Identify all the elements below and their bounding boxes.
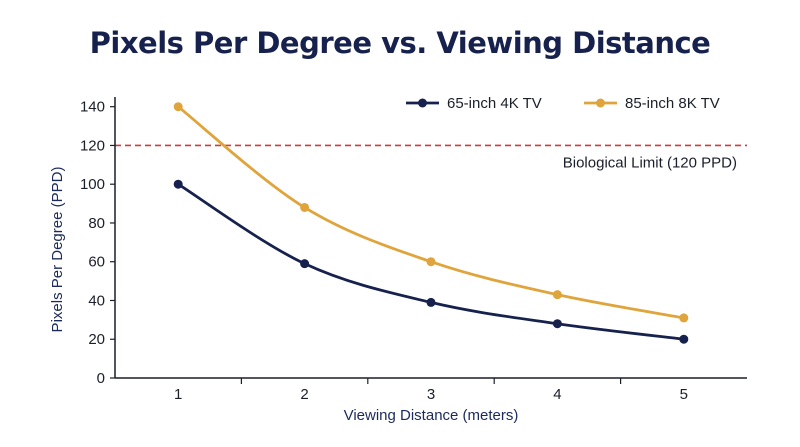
chart-title: Pixels Per Degree vs. Viewing Distance (89, 26, 711, 60)
y-tick-label: 0 (97, 370, 105, 387)
data-point (552, 290, 562, 300)
x-tick-label: 4 (553, 386, 561, 403)
y-tick-label: 140 (80, 99, 105, 116)
legend: 65-inch 4K TV 85-inch 8K TV (406, 95, 720, 112)
x-tick-label: 2 (300, 386, 308, 403)
series-group (173, 102, 689, 344)
y-tick-labels: 0 20 40 60 80 100 120 140 (80, 99, 115, 387)
data-point (300, 202, 310, 212)
x-axis-label: Viewing Distance (meters) (344, 407, 519, 424)
y-axis-label: Pixels Per Degree (PPD) (49, 167, 66, 333)
data-point (679, 334, 689, 344)
reference-line-group: Biological Limit (120 PPD) (115, 144, 747, 171)
data-point (552, 319, 562, 329)
y-tick-label: 100 (80, 176, 105, 193)
series-line-2 (177, 105, 685, 320)
axes-group (114, 97, 747, 379)
legend-label: 65-inch 4K TV (447, 95, 542, 112)
y-tick-label: 40 (88, 292, 105, 309)
x-tick-label: 5 (680, 386, 688, 403)
y-tick-label: 80 (88, 215, 105, 232)
data-point (679, 313, 689, 323)
data-point (426, 297, 436, 307)
y-tick-label: 120 (80, 137, 105, 154)
y-tick-label: 60 (88, 254, 105, 271)
legend-swatch-marker (596, 98, 605, 108)
data-point (173, 102, 183, 112)
data-point (173, 179, 183, 189)
legend-swatch-marker (418, 98, 427, 108)
data-point (426, 257, 436, 267)
x-tick-labels: 1 2 3 4 5 (174, 378, 688, 403)
data-point (300, 259, 310, 269)
x-tick-label: 1 (174, 386, 182, 403)
x-tick-label: 3 (427, 386, 435, 403)
legend-label: 85-inch 8K TV (625, 95, 720, 112)
biological-limit-label: Biological Limit (120 PPD) (563, 154, 737, 171)
y-tick-label: 20 (88, 331, 105, 348)
